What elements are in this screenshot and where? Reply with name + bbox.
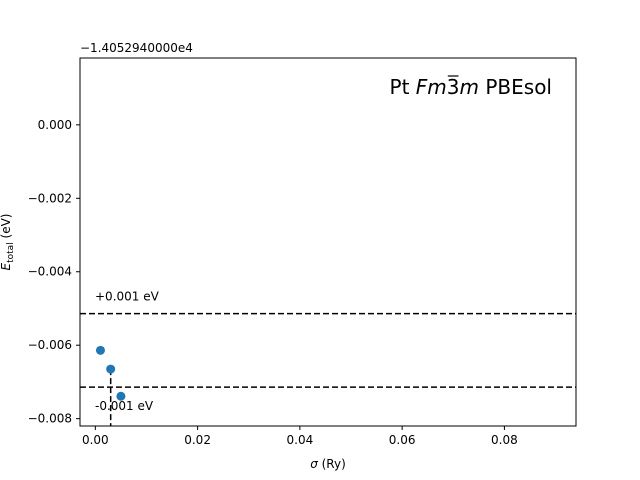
reference-line-label-0: +0.001 eV [95, 290, 160, 304]
x-tick-label: 0.02 [184, 433, 211, 447]
data-point-2 [116, 391, 126, 401]
plot-frame [79, 57, 577, 427]
y-axis: 0.000 −0.002 −0.004 −0.006 −0.008 [28, 118, 80, 426]
x-tick-label: 0.06 [389, 433, 416, 447]
data-point-1 [106, 364, 116, 374]
x-axis-label: σ (Ry) [310, 457, 346, 471]
y-tick-label: −0.002 [28, 191, 72, 205]
x-tick-label: 0.04 [287, 433, 314, 447]
y-offset-label: −1.4052940000e4 [80, 41, 193, 55]
data-points [95, 345, 126, 401]
annotations: +0.001 eV -0.001 eV [95, 290, 160, 413]
reference-line-label-1: -0.001 eV [95, 399, 154, 413]
y-tick-label: −0.008 [28, 412, 72, 426]
y-tick-label: −0.004 [28, 265, 72, 279]
y-tick-label: 0.000 [38, 118, 72, 132]
reference-lines [80, 312, 576, 388]
y-axis-label: Etotal (eV) [0, 214, 16, 271]
x-tick-label: 0.08 [491, 433, 518, 447]
chart-title: Pt Fm3m PBEsol [390, 75, 552, 99]
data-point-0 [95, 345, 105, 355]
x-axis: 0.00 0.02 0.04 0.06 0.08 [82, 426, 518, 447]
y-tick-label: −0.006 [28, 338, 72, 352]
x-tick-label: 0.00 [82, 433, 109, 447]
